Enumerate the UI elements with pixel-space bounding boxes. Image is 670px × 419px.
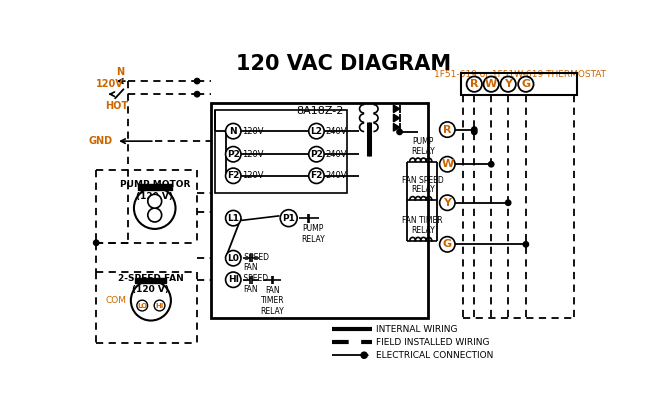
Bar	[215, 110, 347, 193]
Circle shape	[309, 147, 324, 162]
Circle shape	[309, 168, 324, 184]
Circle shape	[94, 240, 99, 246]
Polygon shape	[393, 114, 399, 122]
Circle shape	[137, 300, 147, 311]
Text: GND: GND	[88, 136, 113, 146]
Text: R: R	[443, 124, 452, 134]
Text: INTERNAL WIRING: INTERNAL WIRING	[376, 325, 457, 334]
Circle shape	[440, 195, 455, 210]
Text: 120V: 120V	[96, 79, 124, 89]
Text: 2-SPEED FAN
(120 V): 2-SPEED FAN (120 V)	[118, 274, 184, 294]
Text: R: R	[470, 79, 478, 89]
Text: HI: HI	[228, 275, 239, 284]
Bar	[461, 73, 577, 95]
Text: PUMP
RELAY: PUMP RELAY	[302, 224, 325, 244]
Circle shape	[226, 124, 241, 139]
Text: 240V: 240V	[326, 127, 347, 136]
Text: W: W	[442, 159, 454, 169]
Text: F2: F2	[310, 171, 323, 180]
Text: 1F51-619 or 1F51W-619 THERMOSTAT: 1F51-619 or 1F51W-619 THERMOSTAT	[434, 70, 606, 79]
Bar	[138, 184, 172, 190]
Circle shape	[488, 162, 494, 167]
Text: Y: Y	[504, 79, 512, 89]
Text: N: N	[229, 127, 237, 136]
Text: 120 VAC DIAGRAM: 120 VAC DIAGRAM	[236, 54, 451, 74]
Text: ELECTRICAL CONNECTION: ELECTRICAL CONNECTION	[376, 351, 493, 360]
Circle shape	[361, 352, 367, 358]
Circle shape	[440, 122, 455, 137]
Text: W: W	[485, 79, 497, 89]
Text: 8A18Z-2: 8A18Z-2	[296, 106, 343, 116]
Polygon shape	[393, 105, 399, 113]
Circle shape	[505, 200, 511, 205]
Text: HOT: HOT	[105, 101, 128, 111]
Text: FIELD INSTALLED WIRING: FIELD INSTALLED WIRING	[376, 338, 489, 347]
Text: G: G	[521, 79, 531, 89]
Circle shape	[194, 91, 200, 97]
Circle shape	[226, 272, 241, 287]
Text: 120V: 120V	[243, 127, 264, 136]
Circle shape	[466, 76, 482, 92]
Circle shape	[226, 168, 241, 184]
Text: FAN
TIMER
RELAY: FAN TIMER RELAY	[261, 286, 284, 316]
Text: F2: F2	[227, 171, 239, 180]
Text: L1: L1	[227, 214, 239, 222]
Text: G: G	[443, 239, 452, 249]
Text: LO SPEED
FAN: LO SPEED FAN	[232, 253, 269, 272]
Circle shape	[518, 76, 533, 92]
Text: P2: P2	[310, 150, 323, 159]
Circle shape	[523, 242, 529, 247]
Text: N: N	[116, 67, 124, 77]
Circle shape	[226, 251, 241, 266]
Text: FAN TIMER
RELAY: FAN TIMER RELAY	[403, 216, 443, 235]
Text: COM: COM	[105, 296, 126, 305]
Circle shape	[472, 129, 477, 134]
Bar	[211, 103, 428, 318]
Text: FAN SPEED
RELAY: FAN SPEED RELAY	[402, 176, 444, 194]
Circle shape	[309, 124, 324, 139]
Circle shape	[154, 300, 165, 311]
Circle shape	[484, 76, 499, 92]
Circle shape	[440, 237, 455, 252]
Text: 240V: 240V	[326, 171, 347, 180]
Circle shape	[226, 210, 241, 226]
Text: 120V: 120V	[243, 150, 264, 159]
Polygon shape	[393, 124, 399, 131]
Circle shape	[226, 147, 241, 162]
Text: P1: P1	[282, 214, 295, 222]
Text: HI SPEED
FAN: HI SPEED FAN	[233, 274, 269, 294]
Circle shape	[280, 210, 297, 227]
Circle shape	[131, 280, 171, 321]
Circle shape	[472, 127, 477, 132]
Circle shape	[148, 208, 161, 222]
Circle shape	[194, 78, 200, 84]
Circle shape	[397, 129, 402, 134]
Text: 240V: 240V	[326, 150, 347, 159]
Circle shape	[440, 157, 455, 172]
Text: PUMP MOTOR
(120 V): PUMP MOTOR (120 V)	[119, 181, 190, 201]
Circle shape	[500, 76, 516, 92]
Circle shape	[148, 194, 161, 208]
Text: PUMP
RELAY: PUMP RELAY	[411, 137, 435, 156]
Text: HI: HI	[155, 303, 163, 308]
Text: P2: P2	[227, 150, 240, 159]
Text: 120V: 120V	[243, 171, 264, 180]
Text: L0: L0	[227, 253, 239, 263]
Circle shape	[134, 187, 176, 229]
Bar	[135, 278, 166, 283]
Text: Y: Y	[444, 198, 452, 208]
Text: L2: L2	[310, 127, 322, 136]
Text: LO: LO	[137, 303, 147, 308]
